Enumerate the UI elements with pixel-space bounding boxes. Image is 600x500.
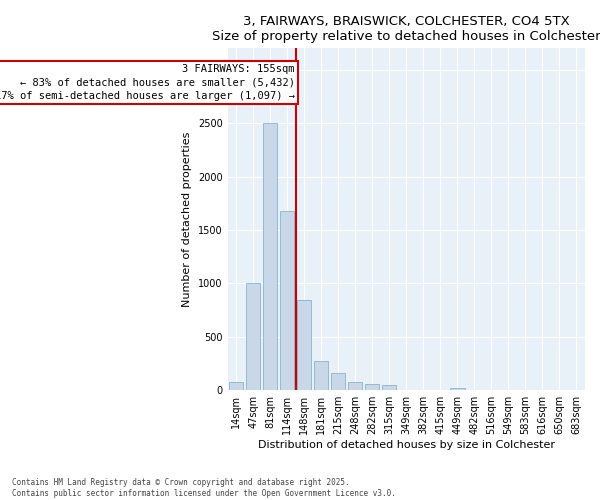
Bar — [365, 384, 379, 390]
Bar — [229, 382, 243, 390]
Bar — [280, 210, 295, 390]
Bar — [263, 123, 277, 390]
X-axis label: Distribution of detached houses by size in Colchester: Distribution of detached houses by size … — [258, 440, 555, 450]
Title: 3, FAIRWAYS, BRAISWICK, COLCHESTER, CO4 5TX
Size of property relative to detache: 3, FAIRWAYS, BRAISWICK, COLCHESTER, CO4 … — [212, 15, 600, 43]
Bar — [314, 362, 328, 390]
Text: Contains HM Land Registry data © Crown copyright and database right 2025.
Contai: Contains HM Land Registry data © Crown c… — [12, 478, 396, 498]
Bar — [348, 382, 362, 390]
Bar — [246, 284, 260, 390]
Bar — [382, 386, 397, 390]
Bar — [331, 373, 346, 390]
Y-axis label: Number of detached properties: Number of detached properties — [182, 132, 193, 307]
Bar — [297, 300, 311, 390]
Bar — [450, 388, 464, 390]
Text: 3 FAIRWAYS: 155sqm
← 83% of detached houses are smaller (5,432)
17% of semi-deta: 3 FAIRWAYS: 155sqm ← 83% of detached hou… — [0, 64, 295, 101]
